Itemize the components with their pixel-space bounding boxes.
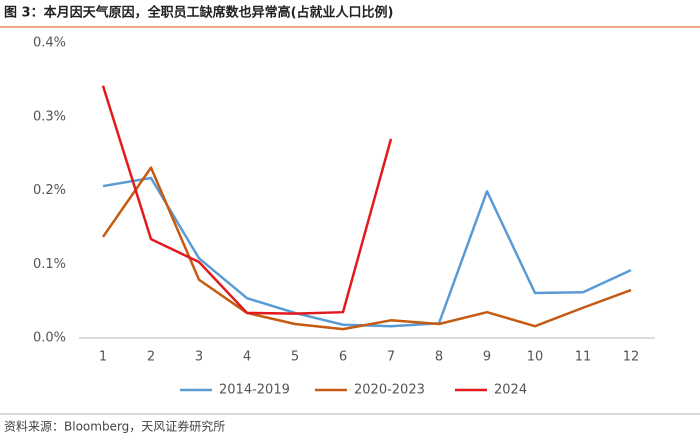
x-tick-label: 2 <box>147 350 155 365</box>
legend-label: 2020-2023 <box>354 383 425 398</box>
x-tick-label: 11 <box>575 350 592 365</box>
x-tick-label: 10 <box>527 350 544 365</box>
series-line <box>101 85 393 315</box>
x-tick-label: 8 <box>435 350 443 365</box>
chart-title: 图 3：本月因天气原因，全职员工缺席数也异常高(占就业人口比例) <box>4 5 393 21</box>
y-tick-label: 0.2% <box>33 183 66 198</box>
x-tick-label: 9 <box>483 350 491 365</box>
series-line <box>102 176 632 328</box>
series-line <box>101 166 632 331</box>
y-tick-label: 0.1% <box>33 257 66 272</box>
y-tick-label: 0.3% <box>33 109 66 124</box>
x-tick-label: 1 <box>99 350 107 365</box>
x-tick-label: 5 <box>291 350 299 365</box>
y-tick-label: 0.4% <box>33 36 66 51</box>
x-tick-label: 7 <box>387 350 395 365</box>
x-tick-label: 6 <box>339 350 347 365</box>
x-tick-label: 4 <box>243 350 251 365</box>
x-tick-label: 3 <box>195 350 203 365</box>
x-tick-label: 12 <box>623 350 640 365</box>
y-tick-label: 0.0% <box>33 331 66 346</box>
source: 资料来源：Bloomberg，天风证券研究所 <box>4 419 225 434</box>
legend-label: 2014-2019 <box>219 383 290 398</box>
legend-label: 2024 <box>494 383 527 398</box>
